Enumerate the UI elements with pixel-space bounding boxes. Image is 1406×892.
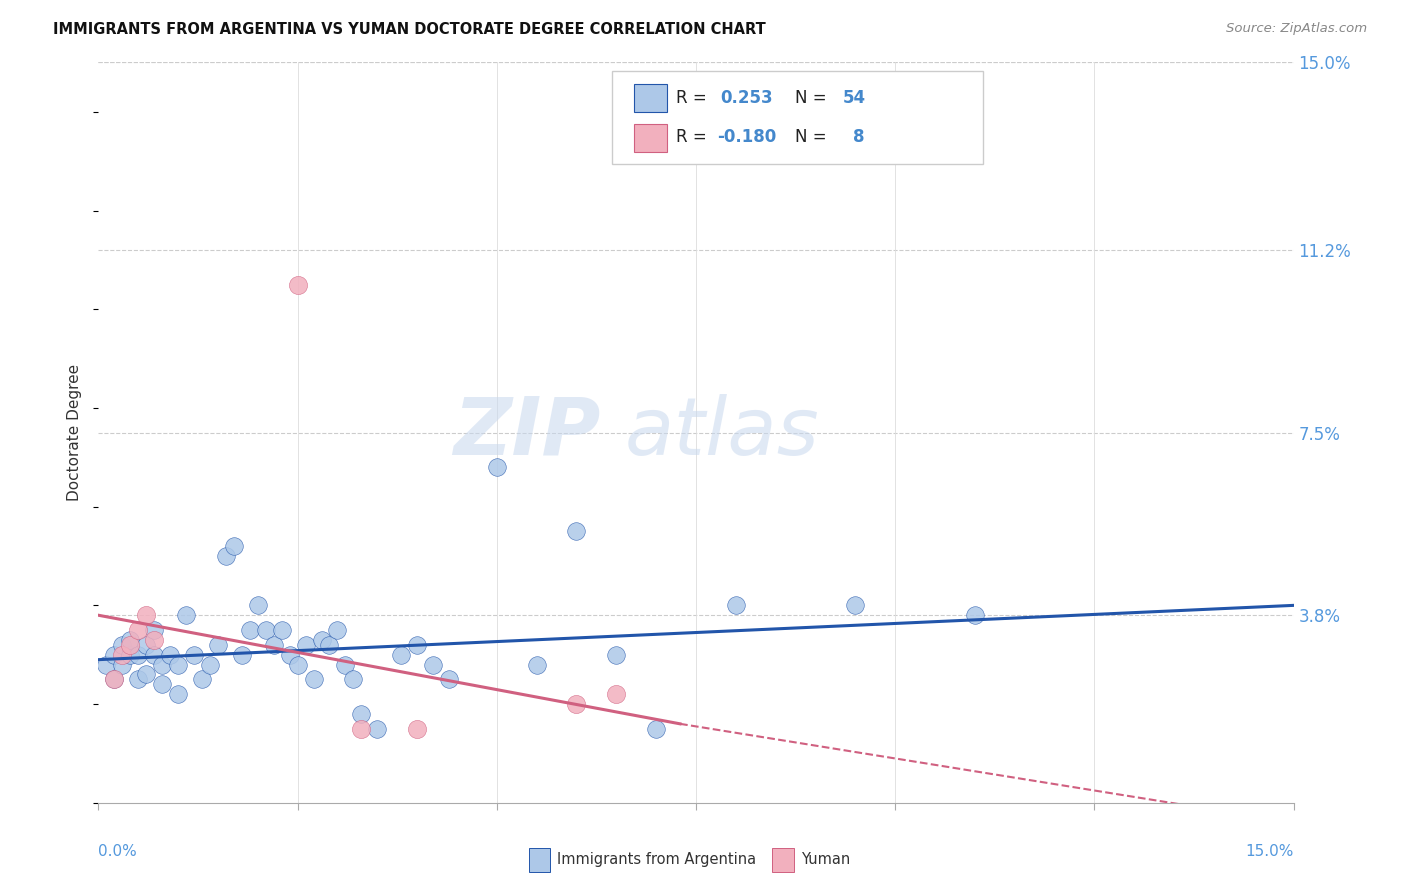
Point bbox=[342, 673, 364, 687]
Point bbox=[120, 638, 142, 652]
Bar bbox=[634, 124, 668, 152]
Point bbox=[143, 623, 166, 637]
Point bbox=[963, 608, 986, 623]
Point bbox=[326, 623, 349, 637]
Point bbox=[103, 673, 125, 687]
Point bbox=[263, 638, 285, 652]
Text: 0.253: 0.253 bbox=[720, 89, 772, 107]
Text: IMMIGRANTS FROM ARGENTINA VS YUMAN DOCTORATE DEGREE CORRELATION CHART: IMMIGRANTS FROM ARGENTINA VS YUMAN DOCTO… bbox=[53, 22, 766, 37]
Text: 8: 8 bbox=[852, 128, 865, 146]
Point bbox=[335, 657, 357, 672]
Point bbox=[150, 677, 173, 691]
Point bbox=[103, 673, 125, 687]
Point bbox=[143, 632, 166, 647]
Point bbox=[111, 638, 134, 652]
Point bbox=[350, 706, 373, 721]
Point bbox=[565, 524, 588, 539]
Y-axis label: Doctorate Degree: Doctorate Degree bbox=[67, 364, 83, 501]
Point bbox=[287, 657, 309, 672]
Text: Yuman: Yuman bbox=[801, 853, 851, 867]
Text: 54: 54 bbox=[844, 89, 866, 107]
Point bbox=[127, 673, 149, 687]
Point bbox=[246, 599, 269, 613]
Point bbox=[191, 673, 214, 687]
Text: N =: N = bbox=[796, 128, 832, 146]
Point bbox=[159, 648, 181, 662]
Point bbox=[350, 722, 373, 736]
Point bbox=[135, 608, 157, 623]
Point bbox=[120, 648, 142, 662]
Point bbox=[174, 608, 197, 623]
Point bbox=[287, 277, 309, 292]
Point bbox=[167, 687, 190, 701]
Point bbox=[311, 632, 333, 647]
Point bbox=[111, 648, 134, 662]
Point bbox=[254, 623, 277, 637]
Point bbox=[844, 599, 866, 613]
Bar bbox=[634, 85, 668, 112]
Point bbox=[389, 648, 412, 662]
Bar bbox=[772, 848, 794, 871]
Point bbox=[183, 648, 205, 662]
Point bbox=[605, 648, 627, 662]
Point bbox=[135, 638, 157, 652]
Point bbox=[215, 549, 238, 563]
Text: N =: N = bbox=[796, 89, 832, 107]
Text: Immigrants from Argentina: Immigrants from Argentina bbox=[557, 853, 756, 867]
Point bbox=[526, 657, 548, 672]
Point bbox=[366, 722, 388, 736]
Point bbox=[222, 539, 245, 553]
Point bbox=[127, 648, 149, 662]
Point bbox=[485, 460, 508, 475]
Point bbox=[645, 722, 668, 736]
Point bbox=[270, 623, 292, 637]
Point bbox=[724, 599, 747, 613]
Point bbox=[231, 648, 253, 662]
Text: atlas: atlas bbox=[624, 393, 820, 472]
Text: ZIP: ZIP bbox=[453, 393, 600, 472]
Point bbox=[318, 638, 340, 652]
Point bbox=[150, 657, 173, 672]
Text: R =: R = bbox=[676, 89, 711, 107]
Point bbox=[127, 623, 149, 637]
Point bbox=[406, 722, 429, 736]
Text: 15.0%: 15.0% bbox=[1246, 844, 1294, 858]
Point bbox=[437, 673, 460, 687]
Point bbox=[96, 657, 118, 672]
Text: 0.0%: 0.0% bbox=[98, 844, 138, 858]
Text: -0.180: -0.180 bbox=[717, 128, 776, 146]
Point bbox=[103, 648, 125, 662]
Point bbox=[302, 673, 325, 687]
Bar bbox=[529, 848, 550, 871]
Point bbox=[239, 623, 262, 637]
Point bbox=[406, 638, 429, 652]
Point bbox=[135, 667, 157, 681]
Text: R =: R = bbox=[676, 128, 711, 146]
Point bbox=[120, 632, 142, 647]
Point bbox=[294, 638, 316, 652]
Point bbox=[207, 638, 229, 652]
FancyBboxPatch shape bbox=[613, 71, 983, 164]
Text: Source: ZipAtlas.com: Source: ZipAtlas.com bbox=[1226, 22, 1367, 36]
Point bbox=[111, 657, 134, 672]
Point bbox=[167, 657, 190, 672]
Point bbox=[565, 697, 588, 711]
Point bbox=[278, 648, 301, 662]
Point bbox=[605, 687, 627, 701]
Point bbox=[422, 657, 444, 672]
Point bbox=[143, 648, 166, 662]
Point bbox=[198, 657, 221, 672]
